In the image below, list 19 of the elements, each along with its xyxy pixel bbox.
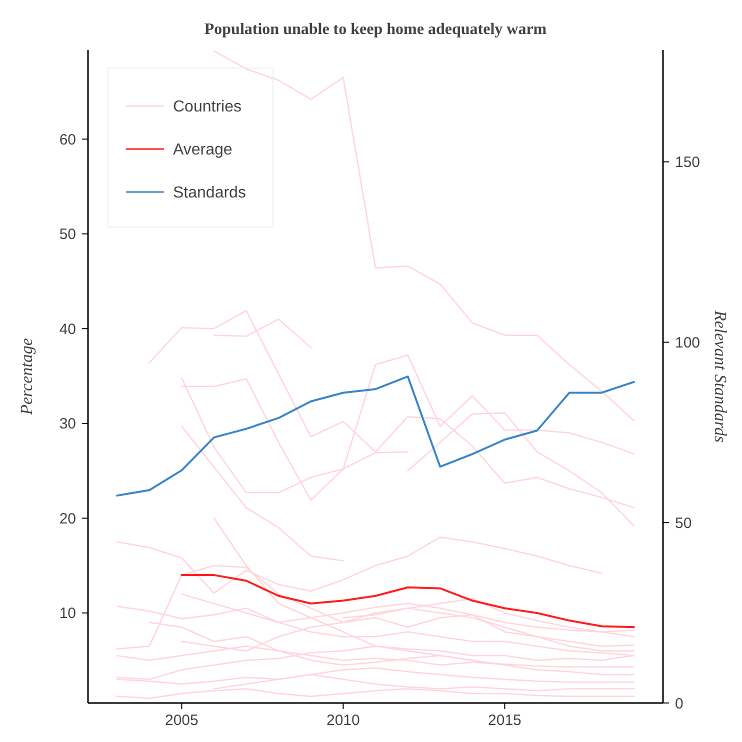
y2-axis-title: Relevant Standards <box>711 309 730 443</box>
y2-tick-label: 100 <box>675 334 700 352</box>
y-tick-label: 40 <box>59 320 76 338</box>
y-tick-label: 20 <box>59 510 76 528</box>
y-tick-label: 10 <box>59 605 76 622</box>
chart-title: Population unable to keep home adequately warm <box>204 21 548 38</box>
y2-tick-label: 0 <box>675 695 684 712</box>
y-tick-label: 60 <box>59 131 76 148</box>
y-tick-label: 30 <box>59 416 76 433</box>
y2-tick-label: 50 <box>675 514 692 532</box>
x-tick-label: 2010 <box>326 712 360 729</box>
y-tick-label: 50 <box>59 226 76 244</box>
y2-tick-label: 150 <box>675 154 700 172</box>
x-tick-label: 2015 <box>488 712 522 729</box>
x-tick-label: 2005 <box>164 712 198 729</box>
legend-label: Standards <box>173 184 246 202</box>
legend-label: Countries <box>173 98 242 116</box>
legend-label: Average <box>173 142 232 159</box>
y-axis-title: Percentage <box>17 338 36 416</box>
